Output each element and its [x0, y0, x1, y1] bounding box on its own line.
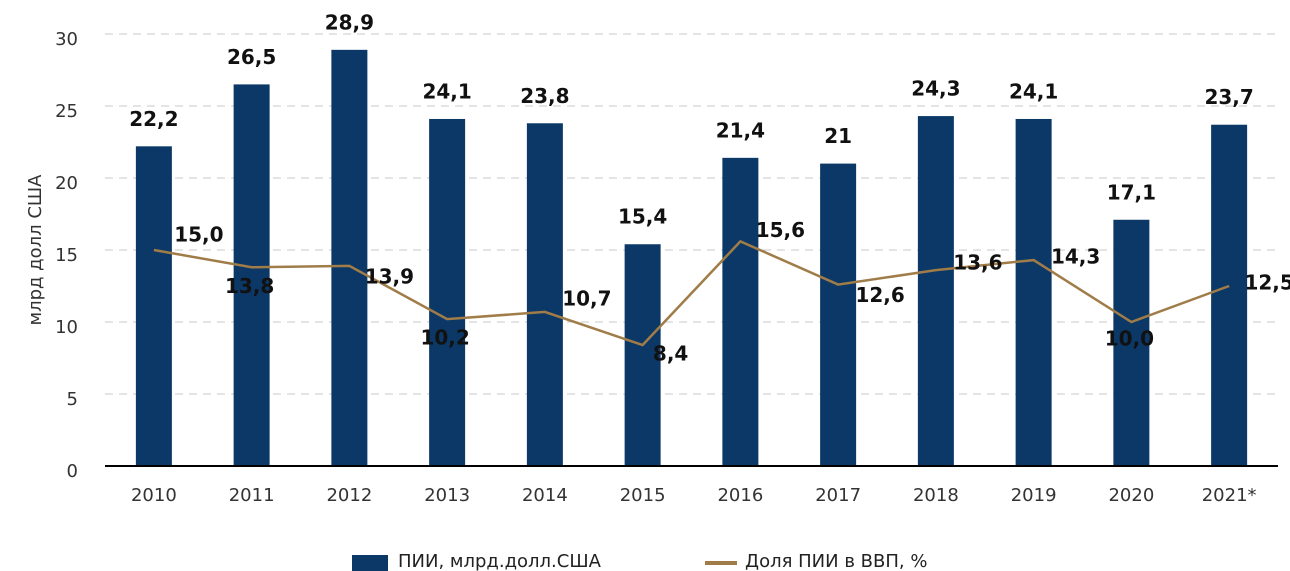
y-tick-label: 30 — [55, 29, 78, 50]
x-tick-label: 2019 — [1011, 485, 1057, 506]
bar — [820, 163, 857, 466]
bar — [526, 123, 563, 466]
y-axis-label: млрд долл США — [25, 174, 46, 326]
x-tick-label: 2014 — [522, 485, 568, 506]
line-value-label: 10,0 — [1105, 327, 1154, 351]
bar-value-label: 22,2 — [129, 107, 178, 131]
line-value-label: 15,6 — [756, 218, 805, 242]
bar — [722, 157, 759, 466]
line-value-label: 13,6 — [953, 251, 1002, 275]
x-tick-label: 2020 — [1108, 485, 1154, 506]
legend-label: ПИИ, млрд.долл.США — [398, 551, 602, 571]
bar-value-label: 17,1 — [1107, 180, 1156, 204]
line-value-label: 13,8 — [225, 274, 274, 298]
bar — [1015, 118, 1052, 467]
y-tick-label: 0 — [67, 461, 78, 482]
bar-value-label: 26,5 — [227, 45, 276, 69]
line-value-label: 10,2 — [420, 326, 469, 350]
bar — [917, 116, 954, 466]
bar-value-label: 23,7 — [1204, 85, 1253, 109]
y-tick-label: 5 — [67, 389, 78, 410]
y-tick-label: 20 — [55, 173, 78, 194]
bar-value-label: 15,4 — [618, 205, 667, 229]
legend-swatch — [352, 555, 388, 571]
bar-value-label: 23,8 — [520, 84, 569, 108]
line-value-label: 13,9 — [365, 264, 414, 288]
x-tick-label: 2017 — [815, 485, 861, 506]
bar-value-label: 28,9 — [325, 10, 374, 34]
x-tick-label: 2012 — [326, 485, 372, 506]
bar-value-label: 24,1 — [422, 79, 471, 103]
bar-value-label: 24,3 — [911, 77, 960, 101]
x-tick-label: 2015 — [620, 485, 666, 506]
x-tick-label: 2021* — [1202, 485, 1257, 506]
line-value-label: 12,5 — [1244, 271, 1290, 295]
bar — [1113, 219, 1150, 466]
y-tick-label: 25 — [55, 101, 78, 122]
bar-value-label: 24,1 — [1009, 79, 1058, 103]
line — [153, 239, 1230, 347]
bar — [233, 84, 270, 467]
line-value-label: 15,0 — [174, 223, 223, 247]
y-tick-label: 10 — [55, 317, 78, 338]
x-tick-label: 2011 — [229, 485, 275, 506]
bar — [1211, 124, 1248, 466]
line-value-label: 8,4 — [653, 342, 688, 366]
x-tick-label: 2010 — [131, 485, 177, 506]
bar — [429, 118, 466, 467]
line-value-label: 14,3 — [1051, 245, 1100, 269]
x-tick-label: 2013 — [424, 485, 470, 506]
x-tick-label: 2018 — [913, 485, 959, 506]
line-value-label: 12,6 — [855, 283, 904, 307]
y-tick-label: 15 — [55, 245, 78, 266]
bar-value-label: 21 — [824, 124, 852, 148]
bar — [135, 146, 172, 466]
bar — [331, 49, 368, 467]
bar — [624, 244, 661, 466]
legend-label: Доля ПИИ в ВВП, % — [745, 551, 927, 571]
line-value-label: 10,7 — [562, 286, 611, 310]
x-tick-label: 2016 — [717, 485, 763, 506]
bar-value-label: 21,4 — [716, 118, 765, 142]
